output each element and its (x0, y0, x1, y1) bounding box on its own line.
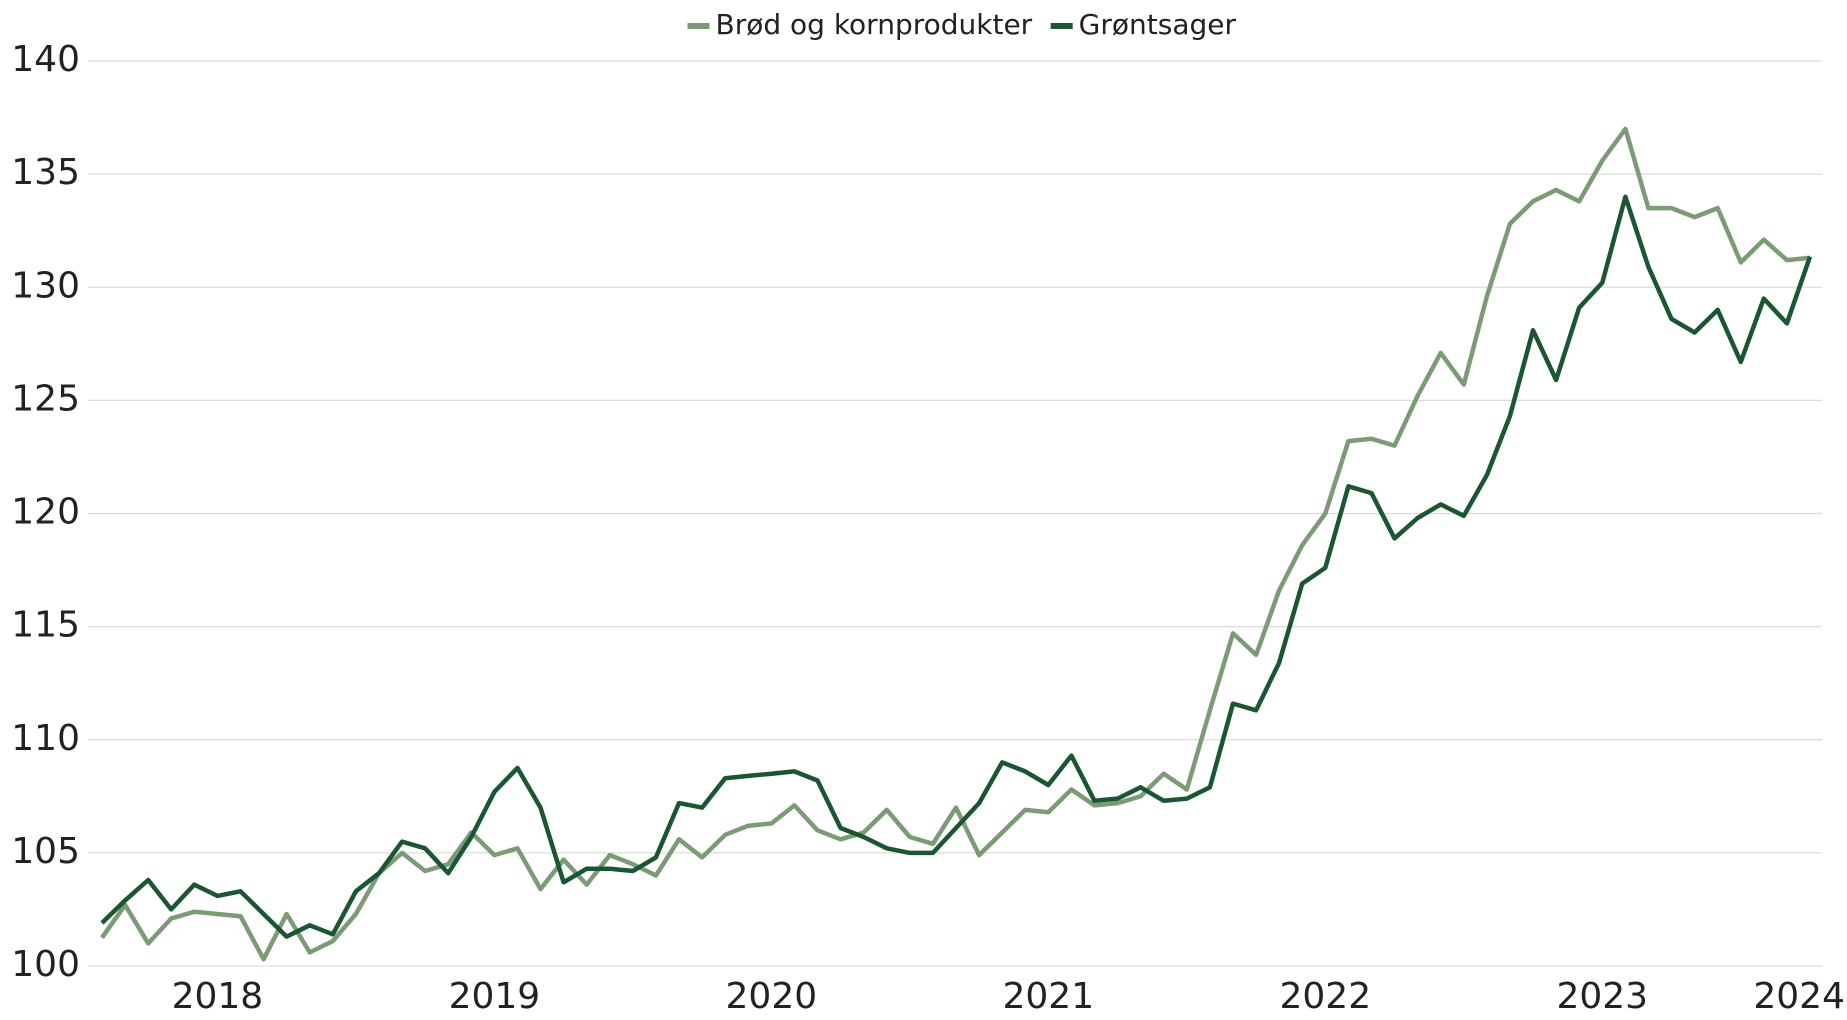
y-tick-label: 110 (11, 718, 80, 759)
line-series (100, 194, 1813, 939)
x-tick-label: 2022 (1279, 976, 1371, 1016)
y-tick-label: 135 (11, 152, 80, 193)
legend-label: Grøntsager (1079, 8, 1237, 41)
x-tick-label: 2019 (449, 976, 541, 1016)
y-tick-label: 115 (11, 605, 80, 646)
y-tick-label: 140 (11, 39, 80, 80)
x-tick-label: 2020 (726, 976, 818, 1016)
y-tick-label: 100 (11, 944, 80, 985)
x-tick-label: 2023 (1556, 976, 1648, 1016)
line-series (100, 126, 1811, 962)
y-tick-label: 130 (11, 265, 80, 306)
x-tick-label: 2024 (1753, 976, 1845, 1016)
x-tick-label: 2018 (172, 976, 264, 1016)
y-tick-label: 105 (11, 831, 80, 872)
y-tick-label: 125 (11, 378, 80, 419)
legend-label: Brød og kornprodukter (716, 8, 1033, 41)
y-tick-label: 120 (11, 492, 80, 533)
x-tick-label: 2021 (1003, 976, 1095, 1016)
